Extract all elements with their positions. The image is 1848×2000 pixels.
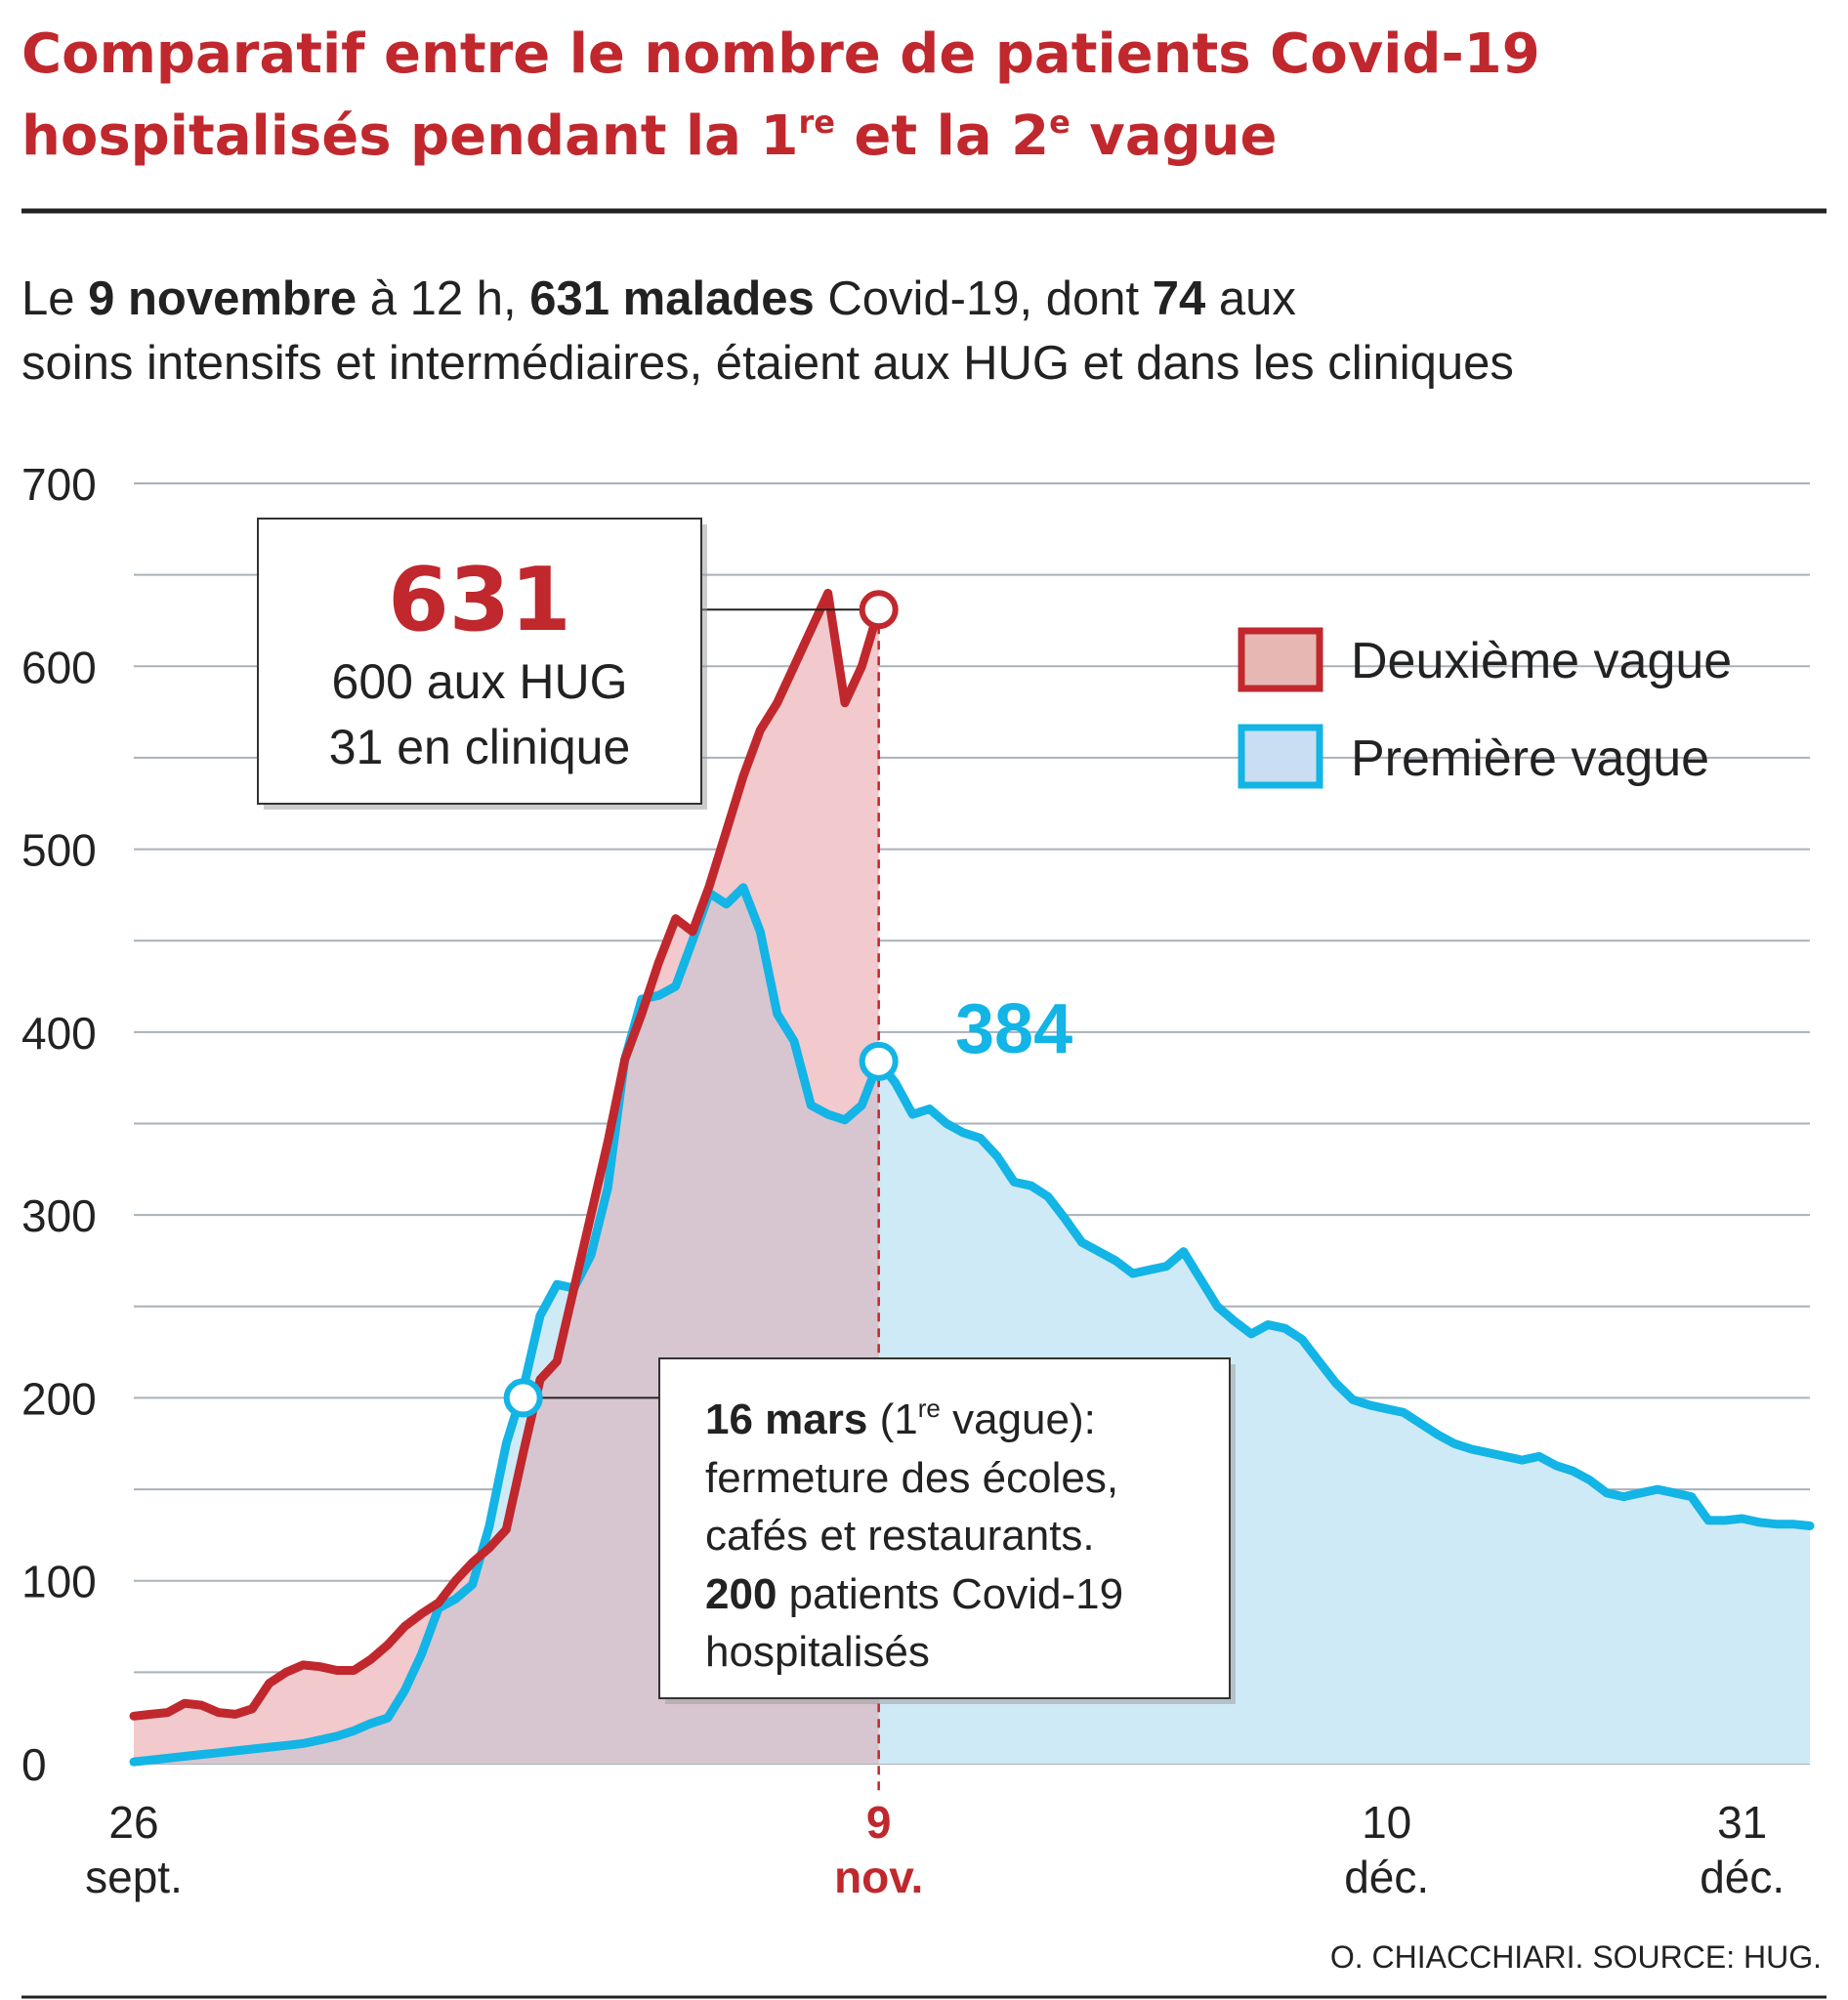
- y-tick-label: 200: [21, 1373, 97, 1424]
- peak-callout: 631 600 aux HUG 31 en clinique: [257, 518, 707, 810]
- y-tick-label: 300: [21, 1190, 97, 1241]
- lockdown-text: patients Covid-19: [777, 1570, 1123, 1618]
- title-part: et la 2: [835, 104, 1049, 168]
- legend-swatch-second-wave: [1238, 627, 1323, 692]
- source-credit: O. CHIACCHIARI. SOURCE: HUG.: [1330, 1939, 1822, 1975]
- subtitle-line-2: soins intensifs et intermédiaires, étaie…: [21, 337, 1514, 390]
- overlap-area: [134, 887, 879, 1764]
- first-wave-value-label: 384: [955, 990, 1072, 1068]
- lockdown-text: (1: [867, 1396, 917, 1443]
- y-tick-label: 600: [21, 642, 97, 692]
- first-wave-line: [129, 883, 1815, 1767]
- lockdown-callout-line-5: hospitalisés: [705, 1628, 930, 1676]
- x-tick-label: 31: [1717, 1797, 1767, 1848]
- y-tick-label: 100: [21, 1557, 97, 1607]
- subtitle-line-1: Le 9 novembre à 12 h, 631 malades Covid-…: [21, 272, 1296, 325]
- legend-label-second-wave: Deuxième vague: [1351, 633, 1732, 689]
- lockdown-callout-line-3: cafés et restaurants.: [705, 1512, 1095, 1560]
- peak-marker: [859, 590, 899, 630]
- peak-callout-line-1: 600 aux HUG: [332, 654, 628, 709]
- lockdown-callout-line-4: 200 patients Covid-19: [705, 1570, 1123, 1618]
- y-tick-label: 700: [21, 459, 97, 510]
- x-tick-label: déc.: [1344, 1852, 1429, 1902]
- lockdown-date: 16 mars: [705, 1396, 867, 1443]
- legend-label-first-wave: Première vague: [1351, 730, 1709, 787]
- title-superscript: e: [1049, 104, 1071, 141]
- lockdown-text: vague):: [941, 1396, 1096, 1443]
- subtitle-bold: 74: [1153, 272, 1206, 325]
- second-wave-line: [129, 588, 884, 1721]
- subtitle-bold: 9 novembre: [88, 272, 357, 325]
- lockdown-count: 200: [705, 1570, 777, 1618]
- x-tick-label: 9: [866, 1797, 892, 1848]
- subtitle-bold: 631 malades: [529, 272, 815, 325]
- x-tick-label: déc.: [1700, 1852, 1785, 1902]
- peak-callout-number: 631: [388, 549, 571, 651]
- x-tick-label: 10: [1362, 1797, 1411, 1848]
- x-tick-label: nov.: [834, 1852, 923, 1902]
- legend-swatch-first-wave: [1238, 724, 1323, 789]
- x-tick-label: 26: [108, 1797, 158, 1848]
- y-axis-tick-labels: 0 100 200 300 400 500 600 700: [21, 459, 97, 1790]
- peak-callout-line-2: 31 en clinique: [329, 720, 631, 774]
- lockdown-superscript: re: [918, 1394, 941, 1423]
- first-wave-marker: [859, 1041, 899, 1081]
- subtitle-part: à 12 h,: [357, 272, 529, 325]
- title-part: vague: [1071, 104, 1278, 168]
- y-tick-label: 0: [21, 1739, 47, 1790]
- chart-title-line-1: Comparatif entre le nombre de patients C…: [21, 22, 1540, 86]
- lockdown-callout-line-1: 16 mars (1re vague):: [705, 1394, 1096, 1443]
- y-tick-label: 400: [21, 1008, 97, 1059]
- title-superscript: re: [798, 104, 834, 141]
- subtitle-part: Le: [21, 272, 88, 325]
- lockdown-callout: 16 mars (1re vague): fermeture des école…: [658, 1357, 1236, 1704]
- legend: Deuxième vague Première vague: [1238, 627, 1732, 789]
- subtitle-part: aux: [1205, 272, 1296, 325]
- title-part: hospitalisés pendant la 1: [21, 104, 798, 168]
- subtitle-part: Covid-19, dont: [815, 272, 1153, 325]
- peak-callout-box: [257, 518, 702, 805]
- lockdown-callout-line-2: fermeture des écoles,: [705, 1454, 1118, 1502]
- x-tick-label: sept.: [85, 1852, 183, 1902]
- chart-title-line-2: hospitalisés pendant la 1re et la 2e vag…: [21, 104, 1278, 168]
- y-tick-label: 500: [21, 825, 97, 876]
- lockdown-marker: [503, 1378, 543, 1418]
- lockdown-callout-box: [658, 1357, 1231, 1699]
